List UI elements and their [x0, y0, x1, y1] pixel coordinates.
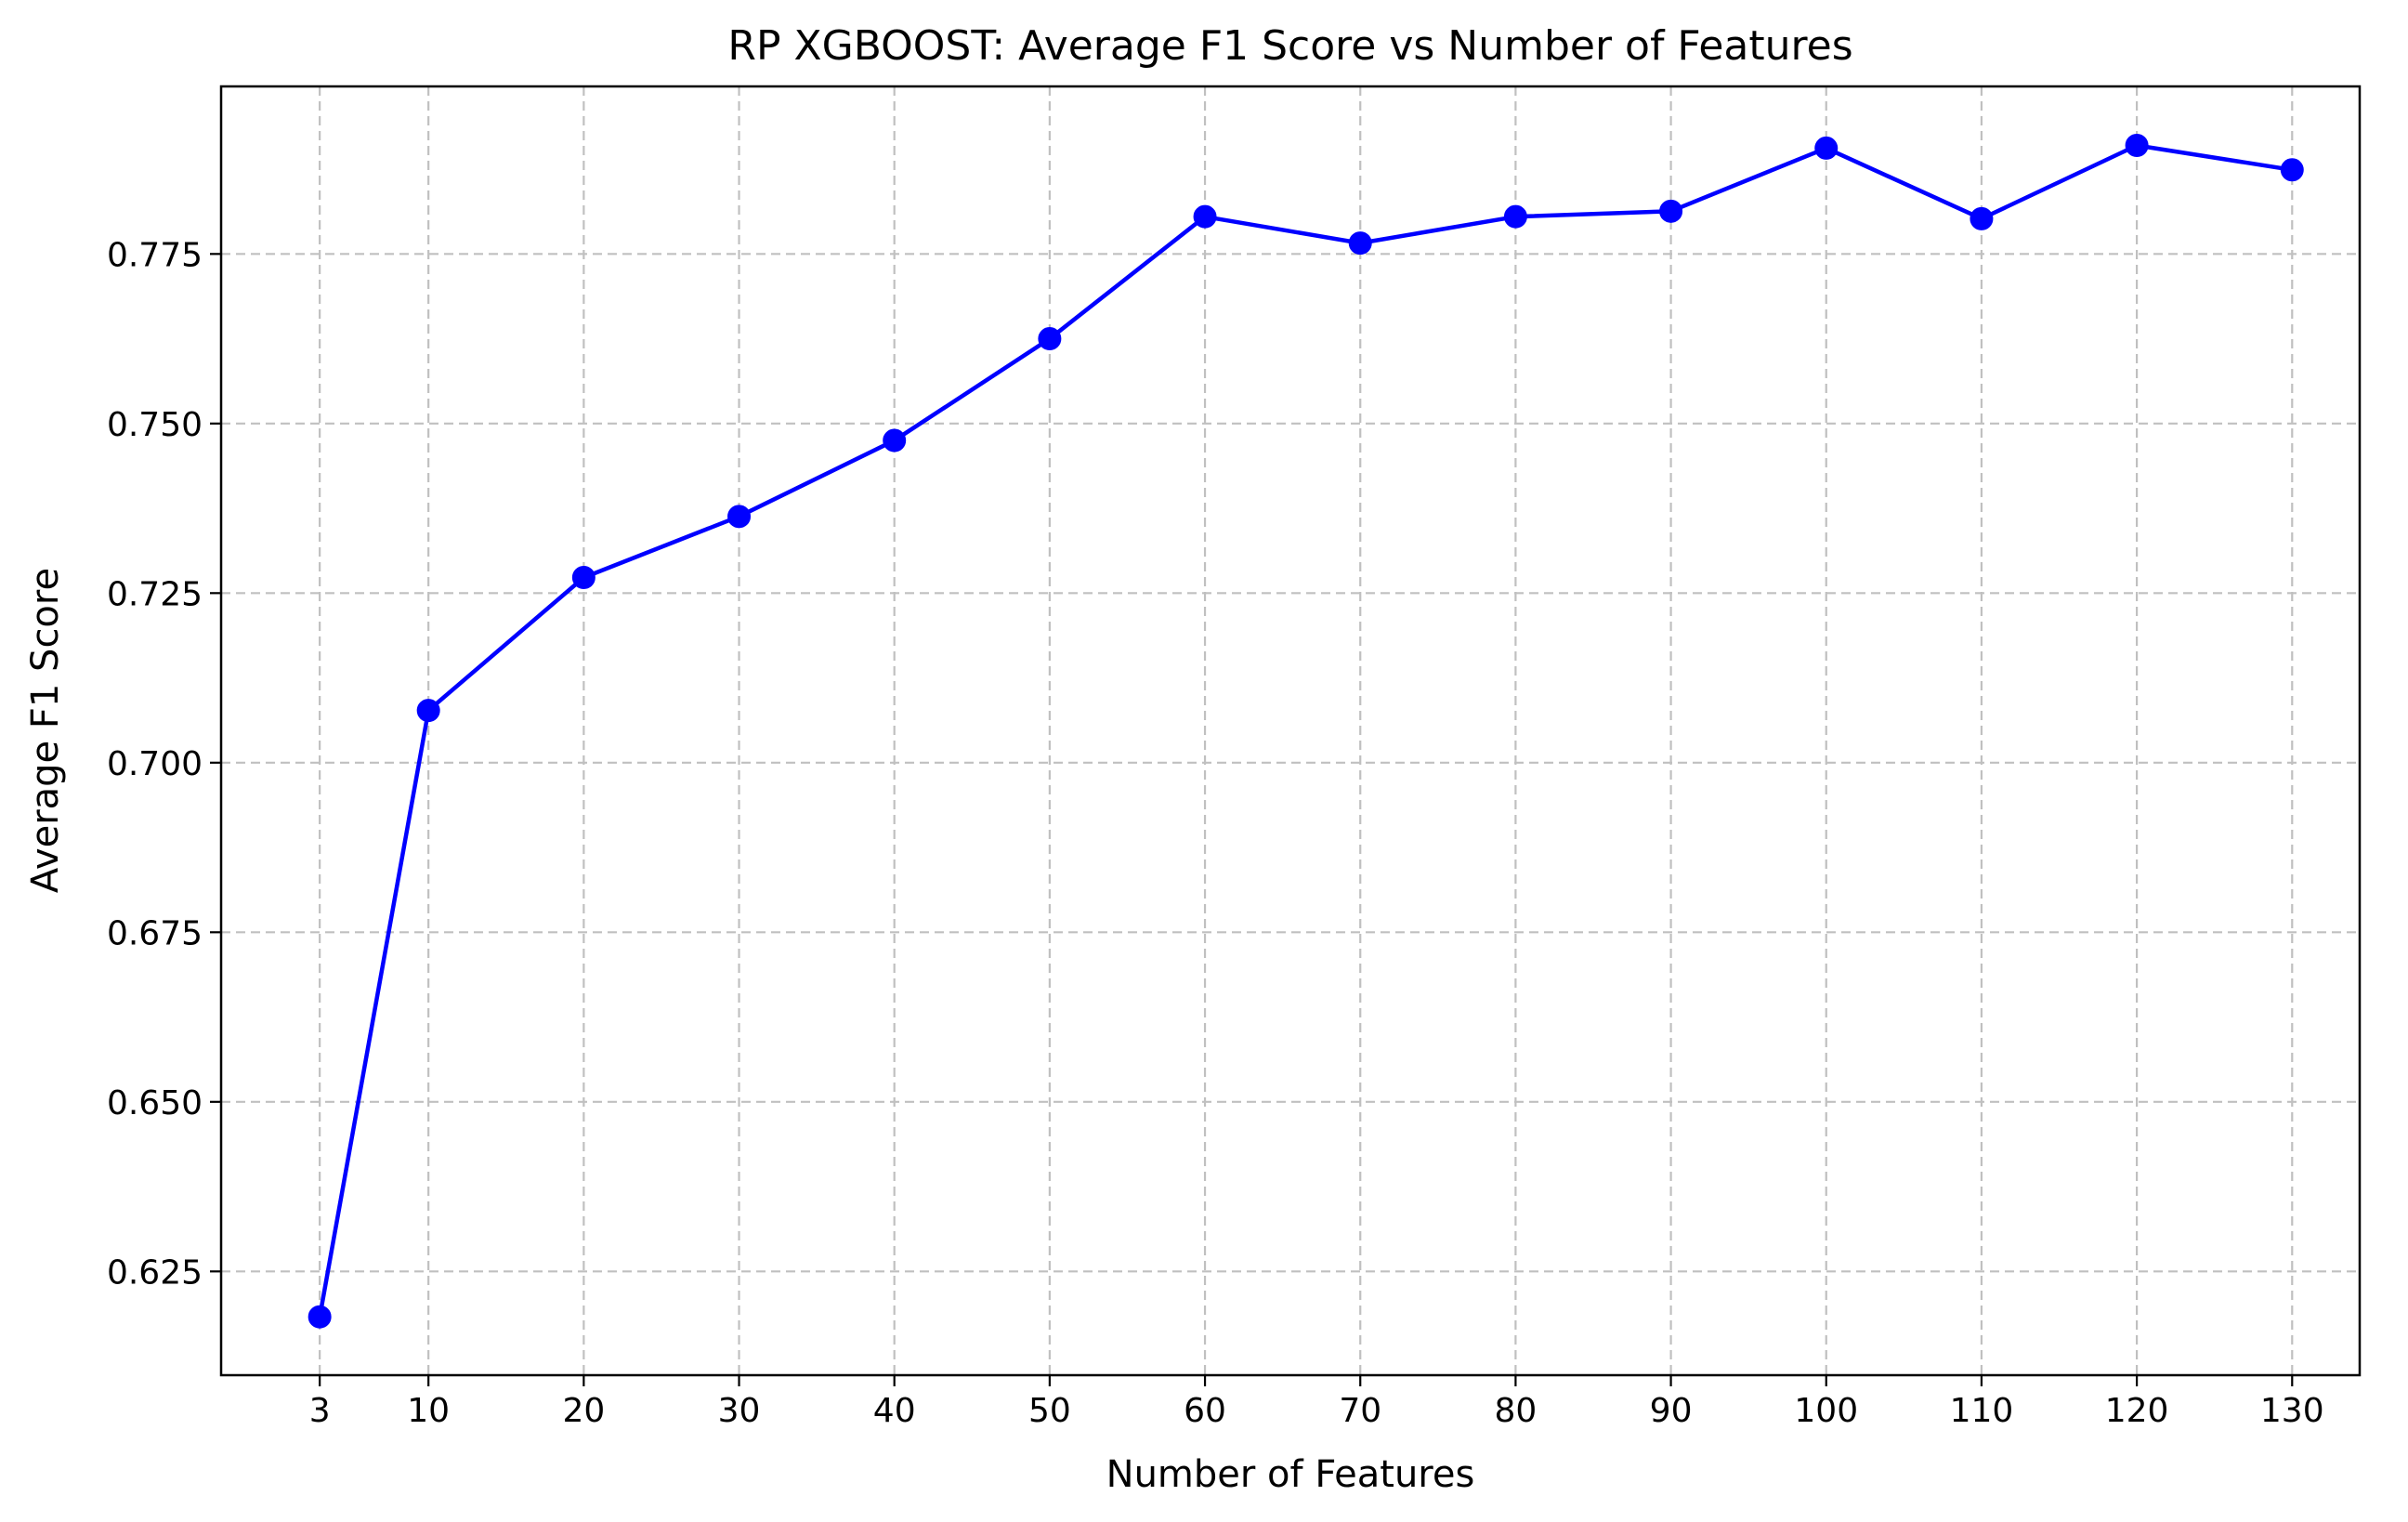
data-point	[727, 505, 752, 529]
x-tick-label: 70	[1339, 1392, 1381, 1430]
data-point	[1193, 204, 1217, 229]
chart-title: RP XGBOOST: Average F1 Score vs Number o…	[727, 22, 1852, 70]
x-tick-label: 3	[309, 1392, 331, 1430]
y-axis-label: Average F1 Score	[24, 568, 67, 893]
data-point	[1038, 327, 1062, 351]
series-layer	[308, 134, 2304, 1329]
x-tick-label: 80	[1494, 1392, 1537, 1430]
y-tick-label: 0.625	[107, 1253, 203, 1292]
y-axis-ticks: 0.625 0.650 0.675 0.700 0.725 0.750 0.775	[107, 236, 221, 1292]
y-tick-label: 0.675	[107, 914, 203, 952]
x-tick-label: 20	[562, 1392, 605, 1430]
x-axis-label: Number of Features	[1106, 1453, 1475, 1496]
plot-area-frame	[219, 85, 2362, 1377]
data-point	[2280, 158, 2304, 182]
data-point	[1659, 199, 1683, 223]
x-tick-label: 30	[718, 1392, 761, 1430]
y-tick-label: 0.650	[107, 1084, 203, 1122]
data-point	[571, 566, 595, 590]
x-tick-label: 130	[2260, 1392, 2324, 1430]
x-tick-label: 60	[1184, 1392, 1226, 1430]
data-point	[883, 428, 907, 453]
x-tick-label: 100	[1794, 1392, 1858, 1430]
x-tick-label: 110	[1950, 1392, 2014, 1430]
data-point	[1814, 136, 1839, 160]
y-tick-label: 0.775	[107, 236, 203, 274]
y-tick-label: 0.700	[107, 745, 203, 783]
x-tick-label: 40	[873, 1392, 916, 1430]
x-tick-label: 50	[1028, 1392, 1071, 1430]
axes	[219, 85, 2362, 1377]
x-tick-label: 90	[1650, 1392, 1693, 1430]
data-point	[1970, 206, 1994, 230]
x-tick-label: 10	[407, 1392, 450, 1430]
data-point	[308, 1305, 332, 1329]
x-tick-label: 120	[2105, 1392, 2169, 1430]
grid-lines	[221, 86, 2360, 1375]
data-point	[2125, 134, 2149, 158]
data-point	[1348, 231, 1372, 256]
y-tick-label: 0.750	[107, 406, 203, 444]
y-tick-label: 0.725	[107, 575, 203, 613]
data-point	[1503, 204, 1527, 229]
data-point	[416, 699, 440, 723]
x-axis-ticks: 3 10 20 30 40 50 60 70 80 90 100 110 120 130	[309, 1375, 2324, 1430]
series-line	[317, 143, 2293, 1318]
